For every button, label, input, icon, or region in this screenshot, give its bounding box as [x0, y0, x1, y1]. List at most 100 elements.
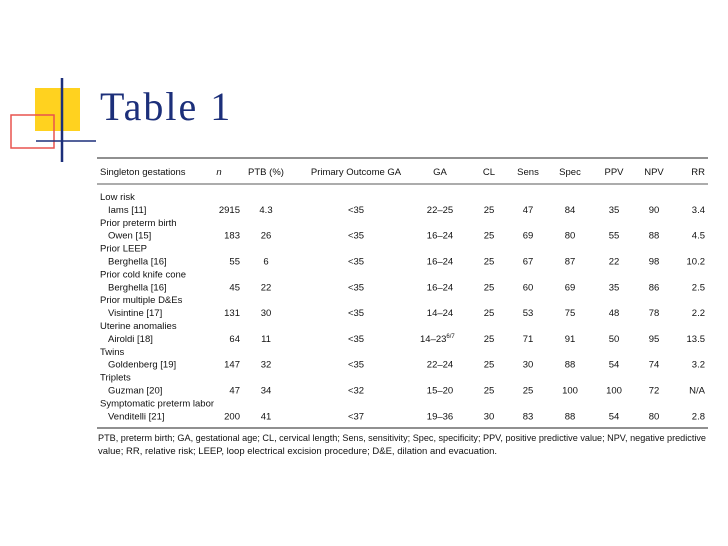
cell: 25 [484, 386, 495, 397]
cell: 22 [261, 282, 272, 293]
deco-yellow [35, 88, 80, 131]
cell: 30 [261, 308, 272, 319]
cell: 35 [609, 282, 620, 293]
cell: 3.4 [692, 205, 705, 216]
group-label: Triplets [100, 373, 131, 384]
cell: 69 [523, 231, 534, 242]
cell: 2915 [219, 205, 240, 216]
cell: 14–24 [427, 308, 453, 319]
cell: 2.2 [692, 308, 705, 319]
cell: Airoldi [18] [108, 334, 153, 345]
table: Singleton gestations n PTB (%) Primary Outc… [97, 157, 708, 457]
cell: 22–24 [427, 360, 453, 371]
cell: 41 [261, 411, 272, 422]
column-header: NPV [644, 167, 664, 178]
group-label: Twins [100, 347, 125, 358]
column-header: Singleton gestations [100, 167, 186, 178]
cell: 64 [229, 334, 240, 345]
cell: Berghella [16] [108, 257, 167, 268]
cell: 67 [523, 257, 534, 268]
cell: 75 [565, 308, 576, 319]
cell: 100 [562, 386, 578, 397]
column-header: PPV [604, 167, 624, 178]
cell: <35 [348, 334, 364, 345]
cell: 47 [523, 205, 534, 216]
cell: 95 [649, 334, 660, 345]
cell: 88 [565, 411, 576, 422]
cell: 25 [523, 386, 534, 397]
cell: 55 [609, 231, 620, 242]
superscript: 6/7 [446, 334, 455, 340]
cell: <35 [348, 360, 364, 371]
cell: 32 [261, 360, 272, 371]
cell: 35 [609, 205, 620, 216]
column-header: Sens [517, 167, 539, 178]
cell: Iams [11] [108, 205, 146, 216]
cell: Berghella [16] [108, 282, 167, 293]
group-label: Prior LEEP [100, 244, 147, 255]
cell: 88 [649, 231, 660, 242]
cell: 78 [649, 308, 660, 319]
cell: 22–25 [427, 205, 453, 216]
cell: 69 [565, 282, 576, 293]
cell: 48 [609, 308, 620, 319]
cell: 25 [484, 360, 495, 371]
cell: 30 [484, 411, 495, 422]
group-label: Prior multiple D&Es [100, 295, 183, 306]
cell: 10.2 [687, 257, 706, 268]
cell: Visintine [17] [108, 308, 162, 319]
column-header: GA [433, 167, 447, 178]
column-header: n [216, 167, 221, 178]
cell: 90 [649, 205, 660, 216]
cell: 16–24 [427, 231, 453, 242]
cell: 34 [261, 386, 272, 397]
group-label: Uterine anomalies [100, 321, 177, 332]
cell: 15–20 [427, 386, 453, 397]
cell: 30 [523, 360, 534, 371]
group-label: Prior cold knife cone [100, 269, 186, 280]
cell: 200 [224, 411, 240, 422]
cell: 14–236/7 [420, 334, 455, 345]
cell: <32 [348, 386, 364, 397]
cell: N/A [689, 386, 706, 397]
cell: 87 [565, 257, 576, 268]
cell: 88 [565, 360, 576, 371]
cell: 80 [565, 231, 576, 242]
cell: 55 [229, 257, 240, 268]
cell: 3.2 [692, 360, 705, 371]
cell: 50 [609, 334, 620, 345]
cell: 2.5 [692, 282, 705, 293]
footnote: value; RR, relative risk; LEEP, loop ele… [98, 446, 497, 457]
cell: 131 [224, 308, 240, 319]
cell: 54 [609, 411, 620, 422]
cell: 72 [649, 386, 660, 397]
slide-title: Table 1 [100, 84, 232, 129]
cell: 100 [606, 386, 622, 397]
footnote: PTB, preterm birth; GA, gestational age;… [98, 433, 706, 444]
cell: 54 [609, 360, 620, 371]
group-label: Prior preterm birth [100, 218, 177, 229]
cell: 45 [229, 282, 240, 293]
cell: Venditelli [21] [108, 411, 165, 422]
cell: 13.5 [687, 334, 706, 345]
cell: 16–24 [427, 257, 453, 268]
cell: 25 [484, 205, 495, 216]
cell: <35 [348, 282, 364, 293]
cell: <35 [348, 257, 364, 268]
cell: 86 [649, 282, 660, 293]
cell: 71 [523, 334, 534, 345]
cell: 60 [523, 282, 534, 293]
cell: 25 [484, 308, 495, 319]
cell: 25 [484, 282, 495, 293]
cell: 19–36 [427, 411, 453, 422]
cell: 83 [523, 411, 534, 422]
cell: <37 [348, 411, 364, 422]
cell: 84 [565, 205, 576, 216]
cell: 11 [261, 334, 271, 345]
cell: <35 [348, 308, 364, 319]
cell: 80 [649, 411, 660, 422]
deco-red [10, 114, 55, 149]
cell: Guzman [20] [108, 386, 162, 397]
column-header: Spec [559, 167, 581, 178]
